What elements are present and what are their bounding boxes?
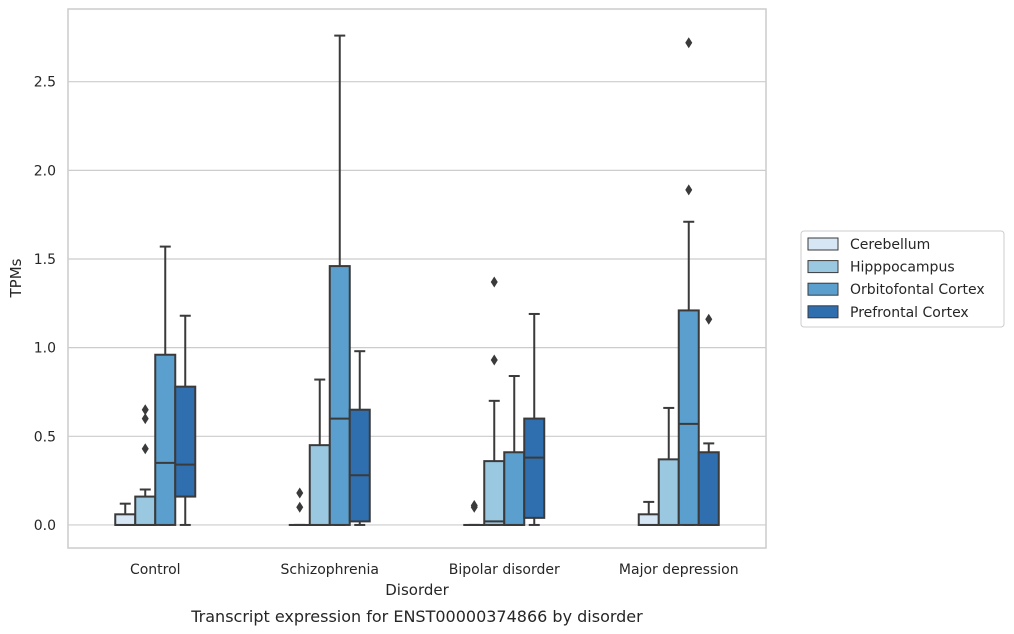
y-tick-label: 2.0 [34, 163, 56, 179]
x-tick-label: Control [130, 562, 181, 578]
box-group [308, 378, 331, 526]
x-axis-label: Disorder [385, 581, 449, 599]
legend-swatch [807, 282, 839, 296]
outlier-point [685, 37, 693, 49]
y-tick-labels: 0.0 0.5 1.0 1.5 2.0 2.5 [34, 75, 56, 534]
box-group [463, 499, 486, 526]
legend-label: Cerebellum [850, 237, 930, 253]
box-group [483, 276, 506, 526]
box-group [288, 487, 311, 526]
box-group [134, 404, 157, 526]
y-tick-label: 0.5 [34, 429, 56, 445]
legend-swatch [807, 260, 839, 274]
box [114, 513, 137, 526]
legend-frame [800, 230, 1005, 328]
outlier-point [490, 354, 498, 366]
legend-label: Prefrontal Cortex [850, 305, 969, 321]
box-group [677, 37, 700, 526]
legend-label: Orbitofontal Cortex [850, 282, 985, 298]
legend-label: Hipppocampus [850, 260, 955, 276]
legend-swatch [807, 305, 839, 319]
outlier-point [296, 501, 304, 513]
box [503, 451, 526, 526]
box [308, 444, 331, 526]
y-axis-label: TPMs [7, 258, 25, 298]
box-group [637, 500, 660, 526]
box-plots [114, 34, 720, 526]
y-tick-label: 1.0 [34, 341, 56, 357]
outlier-point [705, 313, 713, 325]
box-group [503, 375, 526, 526]
box [677, 309, 700, 526]
box [483, 460, 506, 526]
outlier-point [141, 443, 149, 455]
box [348, 408, 371, 523]
y-tick-label: 0.0 [34, 518, 56, 534]
box-group [114, 502, 137, 526]
y-tick-label: 2.5 [34, 75, 56, 91]
box [134, 495, 157, 526]
outlier-point [141, 404, 149, 416]
box [657, 458, 680, 526]
outlier-point [470, 499, 478, 511]
x-tick-label: Major depression [619, 562, 739, 578]
box [174, 385, 197, 498]
box [328, 265, 351, 526]
legend: Cerebellum Hipppocampus Orbitofontal Corte… [800, 230, 1005, 328]
outlier-point [296, 487, 304, 499]
box [523, 417, 546, 519]
box [697, 451, 720, 526]
box-group [697, 313, 720, 526]
box [154, 353, 177, 526]
box-group [328, 34, 351, 526]
box-group [523, 312, 546, 526]
chart-caption: Transcript expression for ENST0000037486… [190, 607, 643, 626]
outlier-point [141, 413, 149, 425]
outlier-point [490, 276, 498, 288]
box-group [657, 406, 680, 526]
outlier-point [685, 184, 693, 196]
plot-frame [67, 8, 767, 549]
box-group [348, 350, 371, 526]
box [637, 513, 660, 526]
box-group [154, 245, 177, 526]
x-tick-label: Schizophrenia [281, 562, 379, 578]
x-tick-label: Bipolar disorder [449, 562, 560, 578]
legend-swatch [807, 237, 839, 251]
y-tick-label: 1.5 [34, 252, 56, 268]
box-group [174, 314, 197, 526]
x-tick-labels: Control Schizophrenia Bipolar disorder Majo… [130, 562, 739, 578]
